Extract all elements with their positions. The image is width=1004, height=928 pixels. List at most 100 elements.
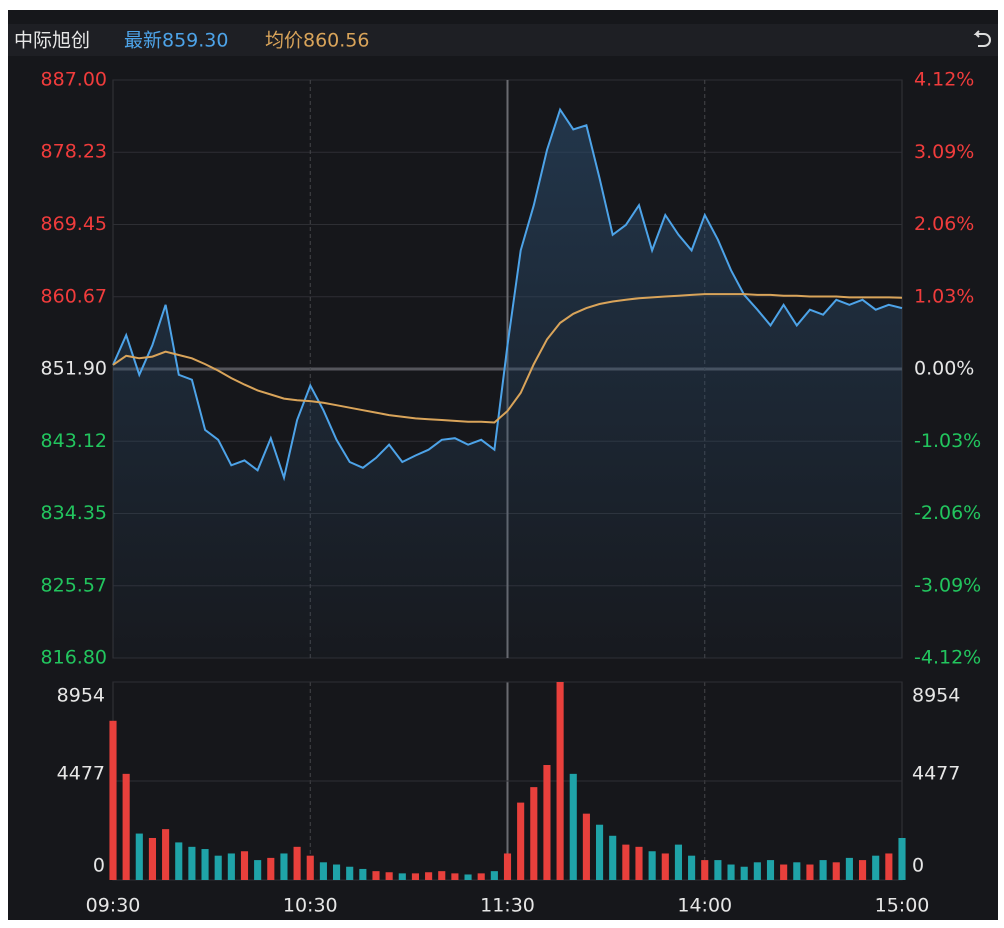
volume-bar xyxy=(727,864,735,880)
volume-bar xyxy=(135,833,143,880)
y2-tick-label: -1.03% xyxy=(914,430,981,452)
volume-bar xyxy=(267,857,275,880)
x-tick-label: 11:30 xyxy=(480,895,535,917)
average-line xyxy=(112,293,903,424)
volume-bar xyxy=(582,813,590,880)
volume-bar xyxy=(503,853,512,880)
volume-bar xyxy=(530,787,538,880)
volume-bar xyxy=(398,873,406,880)
x-tick-label: 15:00 xyxy=(875,895,930,917)
volume-bar xyxy=(740,866,748,880)
volume-bar xyxy=(425,872,433,880)
volume-bar xyxy=(385,872,393,880)
volume-bar xyxy=(753,862,761,880)
x-tick-label: 14:00 xyxy=(677,895,732,917)
volume-tick-label: 8954 xyxy=(57,685,105,707)
volume-bar xyxy=(569,773,577,880)
y2-tick-label: 2.06% xyxy=(914,213,974,235)
volume-bar xyxy=(674,844,683,880)
volume-bar xyxy=(306,855,314,880)
x-tick-label: 09:30 xyxy=(86,895,141,917)
average-price: 均价860.56 xyxy=(265,30,369,52)
volume-bar xyxy=(793,862,801,880)
volume-bar xyxy=(556,682,564,880)
volume-bar xyxy=(148,837,157,880)
volume-bar xyxy=(885,853,893,880)
volume-bar xyxy=(346,866,354,880)
volume-bar xyxy=(595,824,604,880)
volume-bar xyxy=(109,720,117,880)
volume-tick-label: 0 xyxy=(93,855,105,877)
volume-bar xyxy=(162,829,170,880)
y2-tick-label: 4.12% xyxy=(914,69,974,91)
volume-bar xyxy=(175,842,183,880)
volume-tick-label: 8954 xyxy=(912,685,960,707)
volume-bar xyxy=(477,873,485,880)
volume-bar xyxy=(832,862,840,880)
volume-bar xyxy=(122,773,130,880)
y-tick-label: 816.80 xyxy=(41,647,107,669)
volume-bar xyxy=(635,846,643,880)
volume-bar xyxy=(688,855,696,880)
volume-bar xyxy=(372,871,380,880)
y2-tick-label: -4.12% xyxy=(914,647,981,669)
volume-bar xyxy=(714,860,722,880)
y-tick-label: 878.23 xyxy=(41,141,107,163)
volume-bar xyxy=(806,864,814,880)
latest-price: 最新859.30 xyxy=(124,30,228,52)
y2-tick-label: 0.00% xyxy=(914,358,974,380)
volume-bar xyxy=(898,837,906,880)
volume-bar xyxy=(517,802,525,880)
price-line xyxy=(112,107,903,482)
header-bar xyxy=(8,24,998,56)
volume-bar xyxy=(701,860,709,880)
y2-tick-label: 1.03% xyxy=(914,285,974,307)
stock-name: 中际旭创 xyxy=(14,30,90,52)
volume-bar xyxy=(227,853,235,880)
x-tick-label: 10:30 xyxy=(283,895,338,917)
price-area xyxy=(113,109,902,659)
volume-bar xyxy=(293,846,301,880)
volume-bar xyxy=(240,851,249,880)
volume-bar xyxy=(819,860,827,880)
volume-bar xyxy=(622,844,630,880)
volume-bar xyxy=(319,862,327,880)
volume-bar xyxy=(780,864,788,880)
y-tick-label: 860.67 xyxy=(41,285,107,307)
y2-tick-label: -3.09% xyxy=(914,574,981,596)
volume-bar xyxy=(280,853,288,880)
volume-bar xyxy=(451,873,459,880)
volume-bar xyxy=(661,853,669,880)
volume-bar xyxy=(359,868,367,880)
volume-bar xyxy=(438,871,446,880)
y-tick-label: 825.57 xyxy=(41,574,107,596)
volume-bar xyxy=(332,864,341,880)
volume-bar xyxy=(648,851,656,880)
y-tick-label: 869.45 xyxy=(41,213,107,235)
y2-tick-label: 3.09% xyxy=(914,141,974,163)
volume-bar xyxy=(872,855,880,880)
volume-bar xyxy=(411,873,420,880)
volume-bar xyxy=(858,860,867,880)
volume-tick-label: 0 xyxy=(912,855,924,877)
volume-bar xyxy=(543,765,551,880)
y2-tick-label: -2.06% xyxy=(914,502,981,524)
back-button[interactable] xyxy=(973,30,991,47)
volume-bar xyxy=(766,860,775,880)
volume-bar xyxy=(845,857,853,880)
volume-bar xyxy=(609,835,617,880)
volume-bar xyxy=(490,871,498,880)
volume-tick-label: 4477 xyxy=(57,763,105,785)
volume-bar xyxy=(188,846,196,880)
y-tick-label: 851.90 xyxy=(41,358,107,380)
volume-bar xyxy=(464,874,472,880)
volume-bar xyxy=(254,860,262,880)
volume-bar xyxy=(214,855,222,880)
y-tick-label: 887.00 xyxy=(41,69,107,91)
y-tick-label: 834.35 xyxy=(41,502,107,524)
volume-tick-label: 4477 xyxy=(912,763,960,785)
volume-bar xyxy=(201,849,209,880)
y-tick-label: 843.12 xyxy=(41,430,107,452)
